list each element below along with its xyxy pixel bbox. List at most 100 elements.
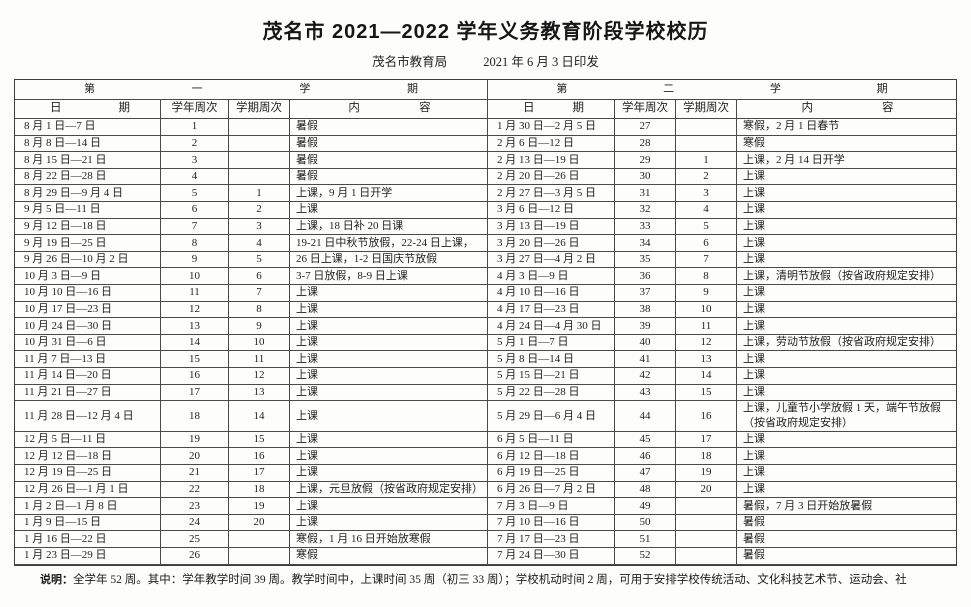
cell-semester-week: 9 bbox=[676, 284, 737, 302]
subtitle: 茂名市教育局 2021 年 6 月 3 日印发 bbox=[0, 51, 971, 70]
cell-content: 3-7 日放假，8-9 日上课 bbox=[290, 268, 488, 285]
cell-year-week: 29 bbox=[615, 152, 676, 169]
cell-year-week: 46 bbox=[615, 448, 676, 465]
cell-semester-week bbox=[229, 547, 290, 565]
cell-semester-week bbox=[229, 135, 290, 153]
cell-year-week: 13 bbox=[161, 318, 229, 335]
cell-semester-week: 17 bbox=[676, 431, 737, 449]
col-header-content-2-label: 内容 bbox=[801, 102, 894, 115]
cell-content: 暑假，7 月 3 日开始放暑假 bbox=[737, 498, 956, 515]
cell-year-week: 44 bbox=[615, 401, 676, 432]
cell-date: 5 月 22 日—28 日 bbox=[488, 384, 615, 402]
cell-semester-week: 10 bbox=[229, 334, 290, 352]
cell-semester-week: 9 bbox=[229, 318, 290, 335]
cell-year-week: 26 bbox=[161, 547, 229, 565]
cell-content: 上课 bbox=[737, 385, 956, 402]
cell-date: 9 月 12 日—18 日 bbox=[15, 218, 161, 236]
cell-semester-week: 13 bbox=[229, 384, 290, 402]
cell-date: 10 月 10 日—16 日 bbox=[15, 284, 161, 302]
cell-content: 上课 bbox=[290, 351, 488, 368]
cell-year-week: 52 bbox=[615, 547, 676, 565]
col-header-yearweek-2: 学年周次 bbox=[615, 100, 676, 119]
cell-year-week: 40 bbox=[615, 334, 676, 352]
cell-semester-week: 1 bbox=[676, 152, 737, 169]
col-header-semweek-1: 学期周次 bbox=[229, 100, 290, 119]
cell-content: 上课 bbox=[290, 498, 488, 515]
cell-content: 上课 bbox=[737, 465, 956, 482]
cell-semester-week: 2 bbox=[676, 168, 737, 186]
cell-date: 4 月 17 日—23 日 bbox=[488, 301, 615, 319]
semester-2-header: 第二学期 bbox=[488, 80, 956, 100]
cell-semester-week bbox=[229, 119, 290, 136]
cell-date: 5 月 29 日—6 月 4 日 bbox=[488, 401, 615, 432]
footnote: 说明：全学年 52 周。其中：学年教学时间 39 周。教学时间中，上课时间 35… bbox=[40, 571, 971, 587]
cell-content: 上课 bbox=[290, 401, 488, 432]
cell-content: 上课 bbox=[737, 185, 956, 202]
cell-semester-week: 4 bbox=[229, 235, 290, 252]
cell-year-week: 23 bbox=[161, 498, 229, 515]
cell-year-week: 25 bbox=[161, 531, 229, 548]
cell-year-week: 3 bbox=[161, 152, 229, 169]
semester-1-header: 第一学期 bbox=[15, 80, 488, 100]
cell-content: 上课 bbox=[737, 302, 956, 319]
cell-content: 暑假 bbox=[737, 531, 956, 548]
cell-content: 上课 bbox=[290, 448, 488, 465]
cell-content: 暑假 bbox=[290, 135, 488, 153]
cell-year-week: 2 bbox=[161, 135, 229, 153]
cell-semester-week: 16 bbox=[229, 448, 290, 465]
cell-date: 3 月 13 日—19 日 bbox=[488, 218, 615, 236]
cell-year-week: 30 bbox=[615, 168, 676, 186]
cell-content: 上课 bbox=[737, 482, 956, 499]
cell-date: 7 月 17 日—23 日 bbox=[488, 531, 615, 548]
cell-date: 8 月 15 日—21 日 bbox=[15, 152, 161, 169]
cell-semester-week: 7 bbox=[229, 284, 290, 302]
cell-year-week: 48 bbox=[615, 481, 676, 499]
cell-content: 上课 bbox=[290, 514, 488, 532]
col-header-content-1: 内容 bbox=[290, 100, 488, 119]
cell-semester-week: 12 bbox=[676, 334, 737, 352]
cell-semester-week: 3 bbox=[676, 185, 737, 202]
cell-year-week: 6 bbox=[161, 201, 229, 219]
cell-year-week: 39 bbox=[615, 318, 676, 335]
calendar-sheet: 茂名市 2021—2022 学年义务教育阶段学校校历 茂名市教育局 2021 年 … bbox=[0, 15, 971, 587]
cell-semester-week: 3 bbox=[229, 218, 290, 236]
cell-year-week: 12 bbox=[161, 301, 229, 319]
cell-content: 上课，儿童节小学放假 1 天，端午节放假（按省政府规定安排） bbox=[737, 401, 956, 432]
cell-content: 上课 bbox=[737, 448, 956, 465]
cell-year-week: 32 bbox=[615, 201, 676, 219]
footnote-label: 说明： bbox=[40, 573, 73, 586]
cell-semester-week bbox=[676, 514, 737, 532]
cell-year-week: 11 bbox=[161, 284, 229, 302]
cell-content: 上课 bbox=[737, 252, 956, 269]
cell-content: 暑假 bbox=[290, 168, 488, 186]
cell-year-week: 41 bbox=[615, 351, 676, 368]
cell-content: 上课 bbox=[290, 301, 488, 319]
cell-year-week: 45 bbox=[615, 431, 676, 449]
cell-date: 6 月 12 日—18 日 bbox=[488, 448, 615, 465]
cell-year-week: 8 bbox=[161, 235, 229, 252]
cell-year-week: 38 bbox=[615, 301, 676, 319]
cell-semester-week: 16 bbox=[676, 401, 737, 432]
print-date: 2021 年 6 月 3 日印发 bbox=[483, 55, 599, 69]
cell-content: 上课 bbox=[290, 431, 488, 449]
page-title: 茂名市 2021—2022 学年义务教育阶段学校校历 bbox=[262, 21, 709, 43]
cell-content: 暑假 bbox=[737, 548, 956, 565]
cell-semester-week: 2 bbox=[229, 201, 290, 219]
cell-year-week: 5 bbox=[161, 185, 229, 202]
cell-content: 上课 bbox=[290, 318, 488, 335]
cell-date: 11 月 14 日—20 日 bbox=[15, 367, 161, 385]
cell-semester-week bbox=[676, 547, 737, 565]
cell-semester-week bbox=[229, 531, 290, 548]
cell-year-week: 51 bbox=[615, 531, 676, 548]
cell-year-week: 4 bbox=[161, 168, 229, 186]
cell-date: 12 月 5 日—11 日 bbox=[15, 431, 161, 449]
cell-date: 8 月 1 日—7 日 bbox=[15, 119, 161, 136]
cell-date: 7 月 24 日—30 日 bbox=[488, 547, 615, 565]
cell-semester-week: 11 bbox=[676, 318, 737, 335]
cell-year-week: 1 bbox=[161, 119, 229, 136]
cell-date: 7 月 10 日—16 日 bbox=[488, 514, 615, 532]
cell-date: 10 月 31 日—6 日 bbox=[15, 334, 161, 352]
cell-semester-week: 18 bbox=[676, 448, 737, 465]
cell-year-week: 37 bbox=[615, 284, 676, 302]
cell-year-week: 47 bbox=[615, 464, 676, 482]
